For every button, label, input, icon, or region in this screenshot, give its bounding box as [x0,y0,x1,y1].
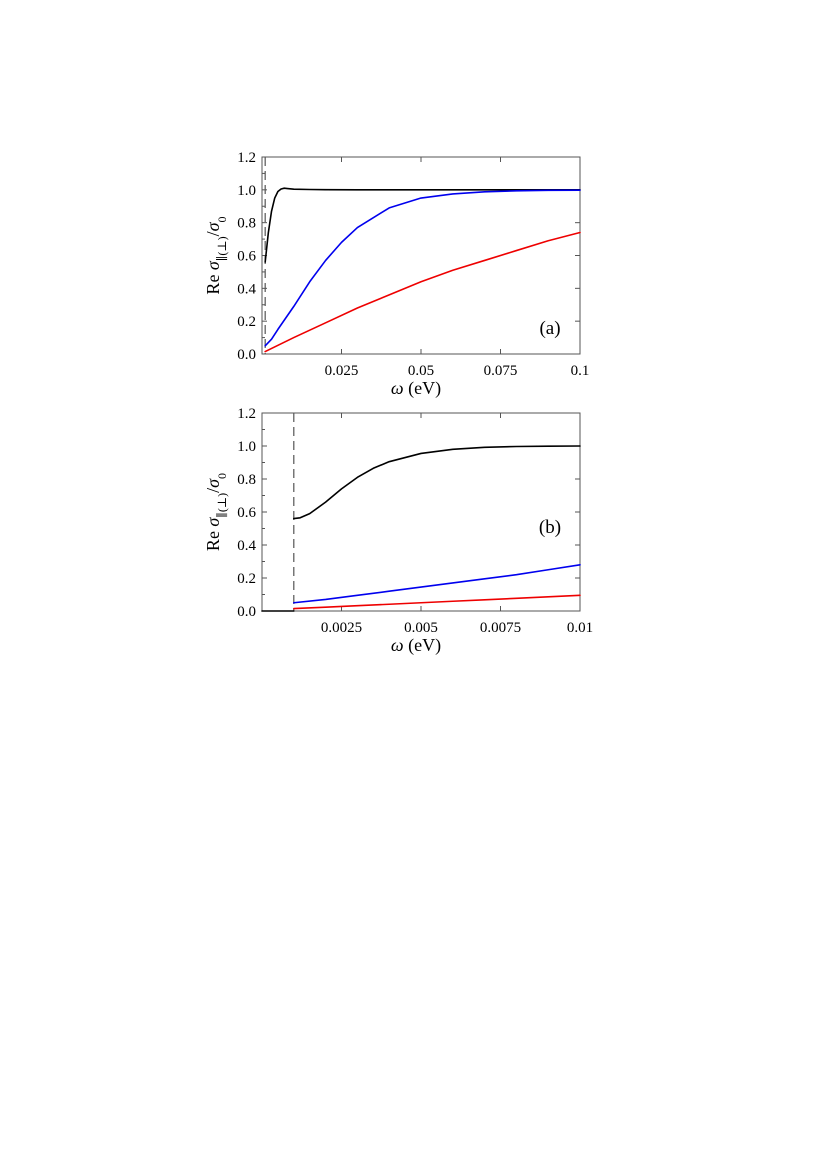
series-line [293,564,581,604]
x-tick-label: 0.01 [567,620,593,636]
series-line [264,187,581,263]
y-tick-label: 0.8 [237,216,256,232]
y-tick-label: 0.2 [237,571,256,587]
x-tick-label: 0.1 [571,363,590,379]
y-tick-label: 0.4 [237,538,256,554]
y-tick-label: 1.0 [237,439,256,455]
y-tick-label: 1.2 [237,150,256,166]
series-line [264,189,581,347]
x-tick-label: 0.05 [408,363,434,379]
series-line [264,231,581,353]
y-tick-label: 1.0 [237,183,256,199]
y-axis-label: Re σ∥(⊥)/σ0 [203,473,229,551]
x-axis-label: ω (eV) [391,378,441,399]
y-tick-label: 0.6 [237,249,256,265]
plot-frame [261,156,581,355]
y-tick-label: 0.6 [237,505,256,521]
panel-b: 0.0 0.2 0.4 0.6 0.8 1.0 1.2 0.0025 0.005 0.0075 0.… [203,406,593,656]
panel-a: 0.0 0.2 0.4 0.6 0.8 1.0 1.2 0.025 0.05 0.075 0.1 (a… [203,150,589,399]
y-tick-label: 0.0 [237,347,256,363]
x-tick-label: 0.075 [484,363,518,379]
series-line [293,594,581,610]
y-tick-label: 0.4 [237,281,256,297]
y-axis-label: Re σ∥(⊥)/σ0 [203,216,229,294]
y-tick-label: 0.8 [237,472,256,488]
y-tick-label: 0.2 [237,314,256,330]
panel-label: (a) [539,318,560,339]
x-tick-label: 0.025 [325,363,359,379]
y-tick-label: 0.0 [237,604,256,620]
x-tick-label: 0.0025 [321,620,362,636]
x-tick-label: 0.0075 [480,620,521,636]
x-axis-label: ω (eV) [391,635,441,656]
plot-frame [261,412,581,612]
panel-label: (b) [539,517,561,538]
x-tick-label: 0.005 [404,620,438,636]
series-line [293,445,581,520]
y-tick-label: 1.2 [237,406,256,422]
